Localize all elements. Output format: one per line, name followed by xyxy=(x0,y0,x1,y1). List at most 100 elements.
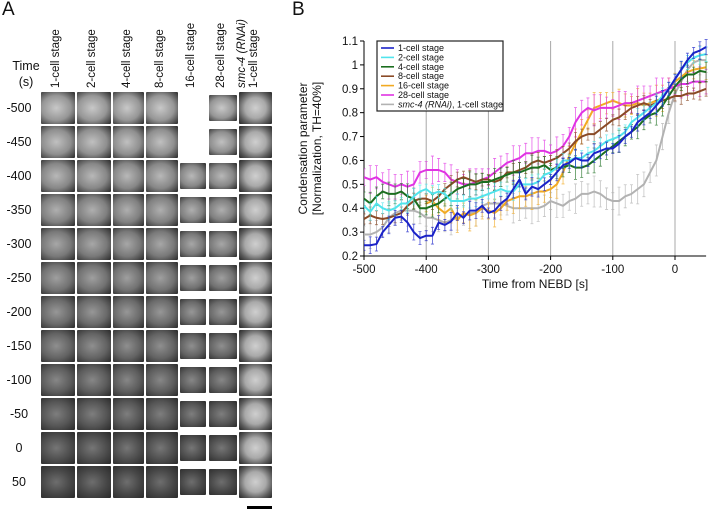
micrograph-cell xyxy=(113,398,144,430)
micrograph-cell xyxy=(113,466,144,498)
micrograph-cell xyxy=(180,401,206,427)
micrograph-cell xyxy=(146,228,178,260)
y-tick-label: 0.3 xyxy=(342,227,358,239)
column-header-3: 4-cell stage xyxy=(121,29,133,88)
micrograph-cell xyxy=(146,194,178,226)
panel-a-letter: A xyxy=(2,0,15,20)
legend-label: 8-cell stage xyxy=(398,71,444,81)
micrograph-cell xyxy=(146,160,178,192)
series-line xyxy=(364,46,707,247)
x-tick-label: -500 xyxy=(352,264,375,276)
error-bar xyxy=(364,168,366,186)
micrograph-cell xyxy=(41,228,75,260)
row-label-time: 50 xyxy=(12,475,26,489)
row-label-time: -100 xyxy=(6,373,32,387)
micrograph-cell xyxy=(41,160,75,192)
micrograph-cell xyxy=(239,126,272,158)
micrograph-cell xyxy=(180,469,206,495)
y-tick-label: 0.9 xyxy=(342,84,358,96)
y-tick-label: 0.6 xyxy=(342,155,358,167)
micrograph-cell xyxy=(239,432,272,464)
scale-bar xyxy=(247,506,272,509)
column-header-line2: 1-cell stage xyxy=(248,29,260,88)
micrograph-cell xyxy=(209,197,237,223)
micrograph-cell xyxy=(239,194,272,226)
legend-label-rest: , 1-cell stage xyxy=(452,99,503,109)
micrograph-cell xyxy=(77,126,111,158)
micrograph-cell xyxy=(77,466,111,498)
micrograph-cell xyxy=(146,92,178,124)
column-header-1: 1-cell stage xyxy=(50,29,62,88)
micrograph-cell xyxy=(239,466,272,498)
micrograph-cell xyxy=(146,126,178,158)
legend-label-italic: smc-4 (RNAi) xyxy=(398,99,452,109)
micrograph-cell xyxy=(41,398,75,430)
micrograph-cell xyxy=(209,163,237,189)
column-header-2: 2-cell stage xyxy=(86,29,98,88)
error-bar xyxy=(364,213,366,225)
micrograph-cell xyxy=(180,231,206,257)
x-tick-label: -200 xyxy=(539,264,562,276)
micrograph-cell xyxy=(239,296,272,328)
legend-label: 28-cell stage xyxy=(398,90,449,100)
column-header-5: 16-cell stage xyxy=(185,22,197,88)
micrograph-cell xyxy=(209,129,237,155)
micrograph-cell xyxy=(209,95,237,121)
micrograph-cell xyxy=(239,364,272,396)
micrograph-cell xyxy=(41,126,75,158)
micrograph-cell xyxy=(113,262,144,294)
micrograph-cell xyxy=(209,401,237,427)
row-label-time: 0 xyxy=(15,441,23,455)
x-tick-label: 0 xyxy=(672,264,678,276)
micrograph-cell xyxy=(113,296,144,328)
micrograph-cell xyxy=(41,296,75,328)
micrograph-cell xyxy=(77,364,111,396)
time-header-line2: (s) xyxy=(18,75,34,89)
micrograph-cell xyxy=(146,262,178,294)
y-axis-title-line: Condensation parameter xyxy=(296,82,310,214)
micrograph-cell xyxy=(113,330,144,362)
micrograph-cell xyxy=(146,330,178,362)
micrograph-cell xyxy=(209,299,237,325)
micrograph-cell xyxy=(180,333,206,359)
panel-b-letter: B xyxy=(292,0,305,20)
micrograph-cell xyxy=(77,160,111,192)
legend-label: 2-cell stage xyxy=(398,52,444,62)
micrograph-cell xyxy=(180,197,206,223)
y-tick-label: 0.5 xyxy=(342,179,358,191)
micrograph-cell xyxy=(77,432,111,464)
error-bar xyxy=(364,225,366,244)
micrograph-cell xyxy=(209,367,237,393)
micrograph-cell xyxy=(146,364,178,396)
micrograph-cell xyxy=(77,398,111,430)
row-label-time: -500 xyxy=(6,101,32,115)
error-bar xyxy=(364,239,366,251)
row-label-time: -50 xyxy=(9,407,29,421)
micrograph-cell xyxy=(209,231,237,257)
micrograph-cell xyxy=(41,194,75,226)
micrograph-cell xyxy=(239,228,272,260)
row-label-time: -450 xyxy=(6,135,32,149)
micrograph-cell xyxy=(41,330,75,362)
micrograph-cell xyxy=(239,262,272,294)
row-label-time: -200 xyxy=(6,305,32,319)
x-axis-title: Time from NEBD [s] xyxy=(482,277,588,291)
column-header-4: 8-cell stage xyxy=(154,29,166,88)
y-tick-label: 0.2 xyxy=(342,251,358,263)
series-line xyxy=(364,53,707,213)
micrograph-cell xyxy=(180,299,206,325)
legend-label: 1-cell stage xyxy=(398,43,444,53)
legend-label: smc-4 (RNAi), 1-cell stage xyxy=(398,99,503,109)
time-header-line1: Time xyxy=(12,59,40,73)
y-tick-label: 0.8 xyxy=(342,108,358,120)
micrograph-cell xyxy=(239,330,272,362)
row-label-time: -350 xyxy=(6,203,32,217)
column-header-6: 28-cell stage xyxy=(215,22,227,88)
micrograph-cell xyxy=(113,160,144,192)
micrograph-cell xyxy=(146,296,178,328)
legend-box xyxy=(376,40,504,112)
y-tick-label: 0.4 xyxy=(342,203,359,215)
micrograph-cell xyxy=(41,466,75,498)
micrograph-cell xyxy=(77,228,111,260)
